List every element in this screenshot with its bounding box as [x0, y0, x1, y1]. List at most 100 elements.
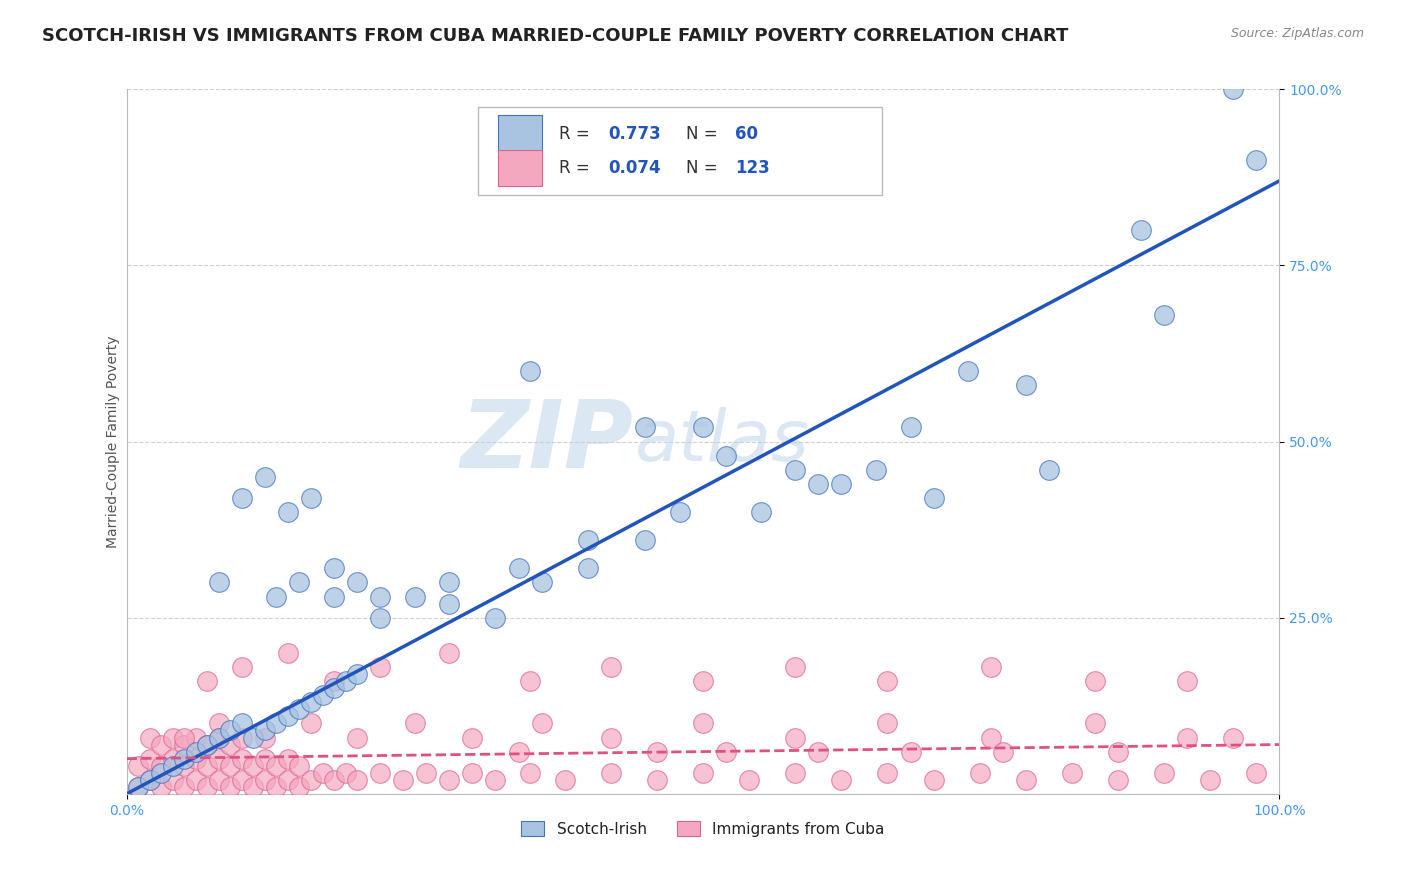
- Point: [508, 745, 530, 759]
- Point: [184, 772, 207, 787]
- Point: [253, 772, 276, 787]
- Point: [439, 575, 461, 590]
- Point: [714, 449, 737, 463]
- Point: [231, 660, 253, 674]
- Point: [368, 765, 391, 780]
- FancyBboxPatch shape: [498, 115, 541, 152]
- Point: [266, 716, 288, 731]
- Point: [208, 731, 231, 745]
- Point: [346, 575, 368, 590]
- Point: [288, 575, 311, 590]
- Text: R =: R =: [560, 159, 595, 178]
- Point: [346, 667, 368, 681]
- Point: [980, 731, 1002, 745]
- Text: N =: N =: [686, 159, 723, 178]
- Point: [738, 772, 761, 787]
- Legend: Scotch-Irish, Immigrants from Cuba: Scotch-Irish, Immigrants from Cuba: [515, 814, 891, 843]
- Point: [830, 772, 852, 787]
- Point: [323, 772, 346, 787]
- Point: [1015, 378, 1038, 392]
- Point: [173, 758, 195, 772]
- Point: [299, 716, 322, 731]
- Text: atlas: atlas: [634, 407, 808, 476]
- Point: [242, 731, 264, 745]
- Point: [1175, 674, 1198, 689]
- Point: [785, 660, 807, 674]
- Point: [242, 758, 264, 772]
- Text: R =: R =: [560, 125, 595, 143]
- Point: [922, 772, 945, 787]
- Point: [1130, 223, 1153, 237]
- Point: [138, 772, 160, 787]
- Point: [1175, 731, 1198, 745]
- Point: [231, 716, 253, 731]
- Point: [484, 772, 506, 787]
- Point: [208, 575, 231, 590]
- Point: [439, 597, 461, 611]
- Point: [576, 561, 599, 575]
- Point: [346, 731, 368, 745]
- Point: [288, 758, 311, 772]
- Point: [162, 772, 184, 787]
- Point: [749, 505, 772, 519]
- Point: [969, 765, 991, 780]
- Point: [530, 716, 553, 731]
- Point: [692, 674, 714, 689]
- Point: [162, 731, 184, 745]
- Point: [599, 765, 621, 780]
- Point: [127, 780, 149, 794]
- Point: [173, 738, 195, 752]
- Point: [127, 780, 149, 794]
- Y-axis label: Married-Couple Family Poverty: Married-Couple Family Poverty: [105, 335, 120, 548]
- Point: [865, 463, 887, 477]
- Point: [669, 505, 692, 519]
- Point: [184, 731, 207, 745]
- Point: [231, 772, 253, 787]
- Point: [714, 745, 737, 759]
- Point: [311, 765, 333, 780]
- Point: [277, 646, 299, 660]
- Point: [323, 674, 346, 689]
- Point: [335, 765, 357, 780]
- Point: [368, 610, 391, 624]
- Point: [277, 751, 299, 765]
- Point: [692, 716, 714, 731]
- Point: [195, 758, 218, 772]
- Point: [266, 780, 288, 794]
- Point: [277, 505, 299, 519]
- Point: [195, 674, 218, 689]
- Point: [1015, 772, 1038, 787]
- Point: [219, 738, 242, 752]
- Point: [277, 709, 299, 723]
- Point: [299, 695, 322, 709]
- Point: [208, 751, 231, 765]
- Point: [1246, 765, 1268, 780]
- Point: [150, 780, 173, 794]
- Point: [266, 590, 288, 604]
- Point: [692, 765, 714, 780]
- Point: [484, 610, 506, 624]
- Point: [530, 575, 553, 590]
- Point: [785, 731, 807, 745]
- Point: [195, 780, 218, 794]
- Point: [1107, 772, 1129, 787]
- Point: [138, 772, 160, 787]
- Point: [277, 772, 299, 787]
- Point: [439, 646, 461, 660]
- Point: [299, 772, 322, 787]
- Point: [231, 731, 253, 745]
- Point: [1084, 716, 1107, 731]
- Point: [599, 660, 621, 674]
- Point: [266, 758, 288, 772]
- Point: [323, 561, 346, 575]
- Point: [900, 745, 922, 759]
- Point: [1246, 153, 1268, 167]
- Point: [519, 364, 541, 378]
- Point: [519, 765, 541, 780]
- Point: [807, 745, 830, 759]
- Point: [162, 758, 184, 772]
- Point: [138, 751, 160, 765]
- Point: [392, 772, 415, 787]
- Point: [219, 723, 242, 738]
- Text: 60: 60: [735, 125, 758, 143]
